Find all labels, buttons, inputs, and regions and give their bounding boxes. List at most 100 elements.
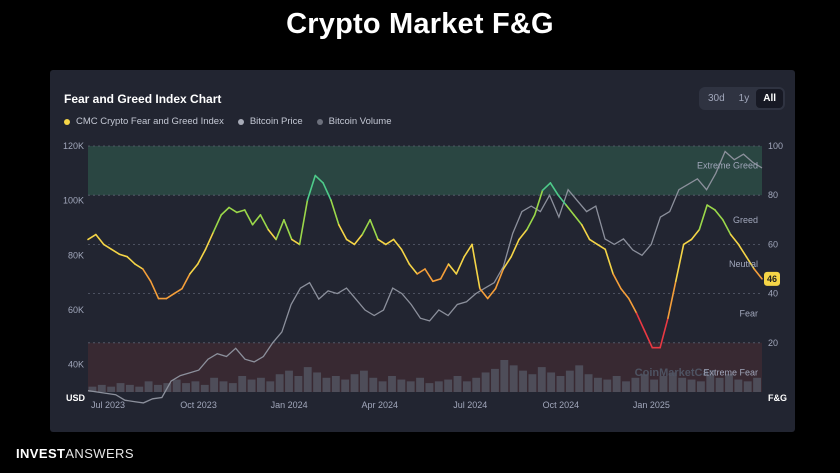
fg-segment-70 xyxy=(635,312,646,332)
fg-segment-13 xyxy=(189,263,199,275)
volume-bar-59 xyxy=(640,374,649,392)
fg-segment-6 xyxy=(134,263,144,270)
volume-bar-12 xyxy=(200,384,209,392)
volume-bar-56 xyxy=(612,376,621,392)
brand-strong: INVEST xyxy=(16,446,66,461)
volume-bar-29 xyxy=(359,370,368,392)
zone-label-extreme-greed: Extreme Greed xyxy=(697,161,758,171)
volume-bar-42 xyxy=(481,372,490,392)
watermark-text: CoinMarketCap xyxy=(635,367,716,379)
x-tick-label-6: Jan 2025 xyxy=(633,400,670,410)
fg-segment-46 xyxy=(447,263,458,275)
volume-bar-23 xyxy=(303,367,312,392)
volume-bar-15 xyxy=(228,383,237,392)
volume-bar-53 xyxy=(584,374,593,392)
range-1y-button[interactable]: 1y xyxy=(738,93,750,104)
volume-bar-26 xyxy=(331,376,340,392)
left-tick-label-0: 40K xyxy=(68,360,84,370)
volume-bar-37 xyxy=(434,381,443,392)
fg-segment-47 xyxy=(455,255,465,275)
fg-segment-43 xyxy=(424,268,434,283)
volume-bar-66 xyxy=(706,376,715,392)
x-tick-label-2: Jan 2024 xyxy=(271,400,308,410)
legend-label-fear-greed: CMC Crypto Fear and Greed Index xyxy=(76,116,224,127)
volume-bar-13 xyxy=(210,377,219,392)
fg-segment-73 xyxy=(659,317,669,349)
volume-bar-69 xyxy=(734,379,743,392)
volume-bar-18 xyxy=(257,377,265,392)
volume-bar-65 xyxy=(696,381,705,392)
volume-bar-0 xyxy=(88,386,97,392)
fg-segment-5 xyxy=(126,255,136,265)
fg-segment-8 xyxy=(149,280,160,300)
fg-segment-33 xyxy=(345,238,356,246)
fg-segment-57 xyxy=(533,189,544,216)
fg-segment-7 xyxy=(142,268,152,283)
fg-segment-80 xyxy=(714,209,724,221)
fg-segment-69 xyxy=(627,297,638,315)
zone-extreme-greed xyxy=(88,146,762,196)
fg-segment-82 xyxy=(729,233,740,246)
volume-bar-34 xyxy=(406,381,415,392)
fg-segment-32 xyxy=(337,223,348,241)
volume-bar-71 xyxy=(753,377,761,392)
fg-segment-59 xyxy=(549,182,560,196)
volume-bar-19 xyxy=(266,381,275,392)
series-line-bitcoin-price xyxy=(87,150,763,404)
volume-bar-22 xyxy=(294,376,303,392)
fg-segment-4 xyxy=(118,253,128,258)
fg-segment-83 xyxy=(737,243,748,258)
volume-bar-28 xyxy=(350,374,359,392)
fg-segment-25 xyxy=(283,219,293,241)
zone-label-greed: Greed xyxy=(733,215,758,225)
fg-segment-77 xyxy=(690,228,701,241)
volume-bar-24 xyxy=(313,372,322,392)
left-tick-label-4: 120K xyxy=(63,141,84,151)
fg-segment-36 xyxy=(369,219,379,241)
volume-bar-25 xyxy=(322,377,331,392)
fg-segment-39 xyxy=(392,238,403,251)
volume-bar-21 xyxy=(285,370,293,392)
volume-bar-6 xyxy=(144,381,153,392)
fg-segment-16 xyxy=(212,214,223,233)
right-tick-label-4: 100 xyxy=(768,141,783,151)
fg-segment-12 xyxy=(181,273,191,290)
x-tick-label-5: Oct 2024 xyxy=(543,400,580,410)
volume-bar-3 xyxy=(116,383,125,392)
fg-segment-60 xyxy=(557,194,567,206)
legend-item-bitcoin-price[interactable]: Bitcoin Price xyxy=(237,116,303,127)
fg-segment-19 xyxy=(236,209,246,214)
fg-segment-54 xyxy=(510,238,520,258)
volume-bar-5 xyxy=(135,386,144,392)
range-30d-button[interactable]: 30d xyxy=(707,93,725,104)
volume-bar-63 xyxy=(678,377,687,392)
volume-bar-67 xyxy=(715,377,724,392)
fg-segment-26 xyxy=(290,238,301,246)
fg-segment-30 xyxy=(322,182,332,201)
volume-bar-30 xyxy=(369,377,378,392)
legend-item-fear-greed[interactable]: CMC Crypto Fear and Greed Index xyxy=(64,116,224,127)
fg-segment-1 xyxy=(95,233,105,246)
fg-segment-41 xyxy=(408,263,418,275)
fg-segment-42 xyxy=(416,268,426,275)
legend-item-bitcoin-volume[interactable]: Bitcoin Volume xyxy=(316,116,392,127)
volume-bar-36 xyxy=(425,383,434,392)
fg-segment-81 xyxy=(722,219,732,236)
range-all-button[interactable]: All xyxy=(756,89,783,108)
right-tick-label-1: 40 xyxy=(768,289,778,299)
page-title: Crypto Market F&G xyxy=(286,8,554,40)
left-tick-label-3: 100K xyxy=(63,196,84,206)
zone-label-extreme-fear: Extreme Fear xyxy=(703,367,758,377)
x-tick-label-1: Oct 2023 xyxy=(180,400,217,410)
fg-segment-11 xyxy=(173,287,183,295)
chart-title: Fear and Greed Index Chart xyxy=(64,92,222,106)
fg-segment-71 xyxy=(643,329,654,349)
fg-segment-23 xyxy=(267,228,277,241)
volume-bar-10 xyxy=(182,383,190,392)
volume-bar-4 xyxy=(125,384,134,392)
volume-bar-58 xyxy=(631,377,640,392)
fg-segment-78 xyxy=(698,204,708,231)
current-value-badge xyxy=(764,271,780,286)
volume-bar-1 xyxy=(97,384,106,392)
volume-bar-60 xyxy=(650,379,659,392)
